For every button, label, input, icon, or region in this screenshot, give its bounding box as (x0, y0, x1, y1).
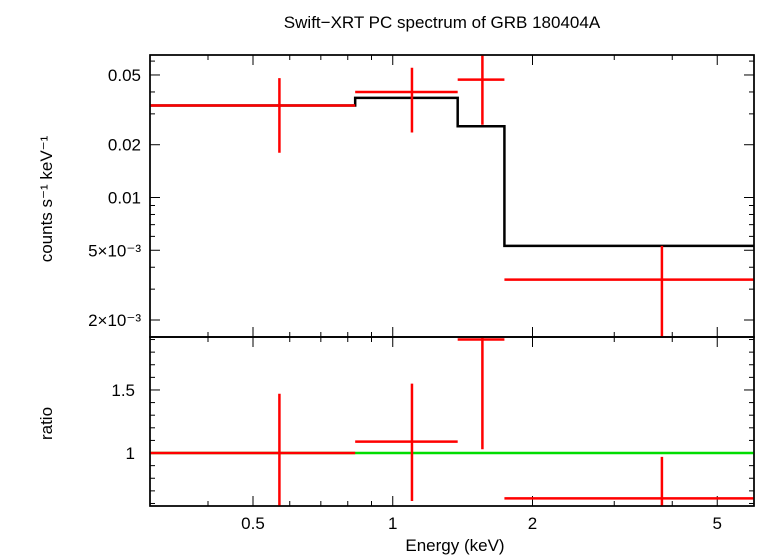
y-tick-label: 1.5 (111, 381, 135, 400)
top-plot-area (150, 55, 754, 337)
y-tick-label: 0.05 (108, 66, 141, 85)
y-axis-label-top: counts s⁻¹ keV⁻¹ (37, 135, 56, 262)
y-tick-label: 2×10⁻³ (88, 311, 141, 330)
model-step-line (150, 96, 754, 248)
y-axis-label-bottom: ratio (37, 407, 56, 440)
x-tick-label: 5 (713, 514, 722, 533)
chart-title: Swift−XRT PC spectrum of GRB 180404A (284, 13, 601, 32)
x-axis-label: Energy (keV) (405, 536, 504, 555)
x-tick-label: 2 (528, 514, 537, 533)
y-tick-label: 1 (126, 444, 135, 463)
bottom-plot-area (150, 337, 754, 506)
y-tick-label: 5×10⁻³ (88, 241, 141, 260)
y-tick-label: 0.01 (108, 188, 141, 207)
y-tick-label: 0.02 (108, 136, 141, 155)
bottom-panel-border (149, 336, 755, 507)
x-tick-label: 0.5 (241, 514, 265, 533)
x-tick-label: 1 (388, 514, 397, 533)
bottom-panel-frame (149, 336, 755, 507)
